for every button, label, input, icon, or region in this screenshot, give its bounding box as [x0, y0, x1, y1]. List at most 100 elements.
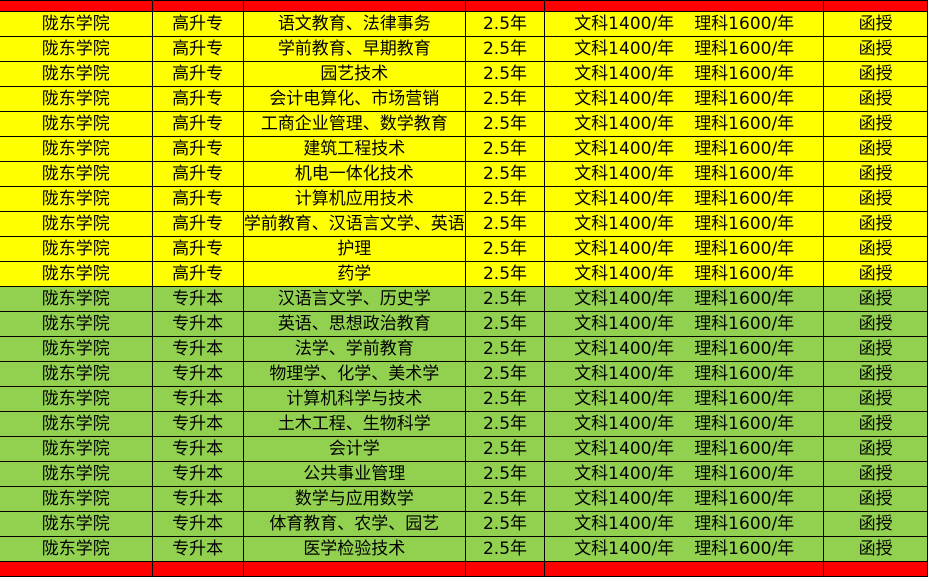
mode-cell[interactable]: 函授 [823, 86, 928, 112]
major-cell[interactable]: 学前教育、早期教育 [242, 36, 466, 62]
major-cell[interactable]: 汉语言文学、历史学 [242, 286, 466, 312]
level-cell[interactable]: 专升本 [151, 511, 244, 537]
years-cell[interactable]: 2.5年 [464, 236, 546, 262]
school-cell[interactable]: 陇东学院 [0, 36, 153, 62]
years-cell[interactable]: 2.5年 [464, 536, 546, 562]
years-cell[interactable]: 2.5年 [464, 211, 546, 237]
school-cell[interactable]: 陇东学院 [0, 186, 153, 212]
level-cell[interactable]: 高升专 [151, 36, 244, 62]
years-cell[interactable]: 2.5年 [464, 86, 546, 112]
fee-cell[interactable]: 文科1400/年 理科1600/年 [544, 461, 825, 487]
major-cell[interactable]: 药学 [242, 261, 466, 287]
years-cell[interactable]: 2.5年 [464, 311, 546, 337]
mode-cell[interactable]: 函授 [823, 511, 928, 537]
mode-cell[interactable]: 函授 [823, 536, 928, 562]
major-cell[interactable]: 工商企业管理、数学教育 [242, 111, 466, 137]
fee-cell[interactable]: 文科1400/年 理科1600/年 [544, 236, 825, 262]
fee-cell[interactable]: 文科1400/年 理科1600/年 [544, 361, 825, 387]
level-cell[interactable]: 高升专 [151, 11, 244, 37]
major-cell[interactable]: 土木工程、生物科学 [242, 411, 466, 437]
major-cell[interactable]: 建筑工程技术 [242, 136, 466, 162]
years-cell[interactable]: 2.5年 [464, 461, 546, 487]
years-cell[interactable]: 2.5年 [464, 261, 546, 287]
years-cell[interactable]: 2.5年 [464, 411, 546, 437]
school-cell[interactable]: 陇东学院 [0, 511, 153, 537]
mode-cell[interactable]: 函授 [823, 486, 928, 512]
school-cell[interactable]: 陇东学院 [0, 361, 153, 387]
years-cell[interactable]: 2.5年 [464, 361, 546, 387]
major-cell[interactable]: 语文教育、法律事务 [242, 11, 466, 37]
mode-cell[interactable]: 函授 [823, 136, 928, 162]
major-cell[interactable]: 法学、学前教育 [242, 336, 466, 362]
mode-cell[interactable]: 函授 [823, 461, 928, 487]
years-cell[interactable]: 2.5年 [464, 186, 546, 212]
level-cell[interactable]: 专升本 [151, 336, 244, 362]
level-cell[interactable]: 高升专 [151, 136, 244, 162]
major-cell[interactable]: 园艺技术 [242, 61, 466, 87]
fee-cell[interactable]: 文科1400/年 理科1600/年 [544, 411, 825, 437]
mode-cell[interactable]: 函授 [823, 261, 928, 287]
major-cell[interactable]: 物理学、化学、美术学 [242, 361, 466, 387]
fee-cell[interactable]: 文科1400/年 理科1600/年 [544, 211, 825, 237]
mode-cell[interactable]: 函授 [823, 236, 928, 262]
level-cell[interactable]: 专升本 [151, 461, 244, 487]
fee-cell[interactable]: 文科1400/年 理科1600/年 [544, 486, 825, 512]
school-cell[interactable]: 陇东学院 [0, 486, 153, 512]
years-cell[interactable]: 2.5年 [464, 511, 546, 537]
mode-cell[interactable]: 函授 [823, 286, 928, 312]
fee-cell[interactable]: 文科1400/年 理科1600/年 [544, 11, 825, 37]
fee-cell[interactable]: 文科1400/年 理科1600/年 [544, 286, 825, 312]
major-cell[interactable]: 医学检验技术 [242, 536, 466, 562]
school-cell[interactable]: 陇东学院 [0, 11, 153, 37]
major-cell[interactable]: 英语、思想政治教育 [242, 311, 466, 337]
fee-cell[interactable]: 文科1400/年 理科1600/年 [544, 261, 825, 287]
fee-cell[interactable]: 文科1400/年 理科1600/年 [544, 511, 825, 537]
school-cell[interactable]: 陇东学院 [0, 236, 153, 262]
mode-cell[interactable]: 函授 [823, 386, 928, 412]
level-cell[interactable]: 高升专 [151, 236, 244, 262]
mode-cell[interactable]: 函授 [823, 111, 928, 137]
years-cell[interactable]: 2.5年 [464, 61, 546, 87]
fee-cell[interactable]: 文科1400/年 理科1600/年 [544, 436, 825, 462]
mode-cell[interactable]: 函授 [823, 186, 928, 212]
mode-cell[interactable]: 函授 [823, 361, 928, 387]
years-cell[interactable]: 2.5年 [464, 161, 546, 187]
level-cell[interactable]: 专升本 [151, 436, 244, 462]
school-cell[interactable]: 陇东学院 [0, 86, 153, 112]
major-cell[interactable]: 计算机应用技术 [242, 186, 466, 212]
fee-cell[interactable]: 文科1400/年 理科1600/年 [544, 386, 825, 412]
level-cell[interactable]: 专升本 [151, 286, 244, 312]
level-cell[interactable]: 高升专 [151, 161, 244, 187]
school-cell[interactable]: 陇东学院 [0, 111, 153, 137]
mode-cell[interactable]: 函授 [823, 36, 928, 62]
mode-cell[interactable]: 函授 [823, 211, 928, 237]
school-cell[interactable]: 陇东学院 [0, 136, 153, 162]
major-cell[interactable]: 会计电算化、市场营销 [242, 86, 466, 112]
school-cell[interactable]: 陇东学院 [0, 261, 153, 287]
years-cell[interactable]: 2.5年 [464, 336, 546, 362]
mode-cell[interactable]: 函授 [823, 311, 928, 337]
major-cell[interactable]: 数学与应用数学 [242, 486, 466, 512]
fee-cell[interactable]: 文科1400/年 理科1600/年 [544, 36, 825, 62]
fee-cell[interactable]: 文科1400/年 理科1600/年 [544, 161, 825, 187]
fee-cell[interactable]: 文科1400/年 理科1600/年 [544, 536, 825, 562]
level-cell[interactable]: 高升专 [151, 186, 244, 212]
major-cell[interactable]: 护理 [242, 236, 466, 262]
fee-cell[interactable]: 文科1400/年 理科1600/年 [544, 111, 825, 137]
major-cell[interactable]: 机电一体化技术 [242, 161, 466, 187]
mode-cell[interactable]: 函授 [823, 411, 928, 437]
major-cell[interactable]: 计算机科学与技术 [242, 386, 466, 412]
fee-cell[interactable]: 文科1400/年 理科1600/年 [544, 136, 825, 162]
fee-cell[interactable]: 文科1400/年 理科1600/年 [544, 336, 825, 362]
school-cell[interactable]: 陇东学院 [0, 161, 153, 187]
level-cell[interactable]: 专升本 [151, 386, 244, 412]
level-cell[interactable]: 高升专 [151, 261, 244, 287]
major-cell[interactable]: 体育教育、农学、园艺 [242, 511, 466, 537]
mode-cell[interactable]: 函授 [823, 61, 928, 87]
level-cell[interactable]: 专升本 [151, 411, 244, 437]
years-cell[interactable]: 2.5年 [464, 111, 546, 137]
mode-cell[interactable]: 函授 [823, 336, 928, 362]
level-cell[interactable]: 高升专 [151, 111, 244, 137]
fee-cell[interactable]: 文科1400/年 理科1600/年 [544, 61, 825, 87]
fee-cell[interactable]: 文科1400/年 理科1600/年 [544, 86, 825, 112]
